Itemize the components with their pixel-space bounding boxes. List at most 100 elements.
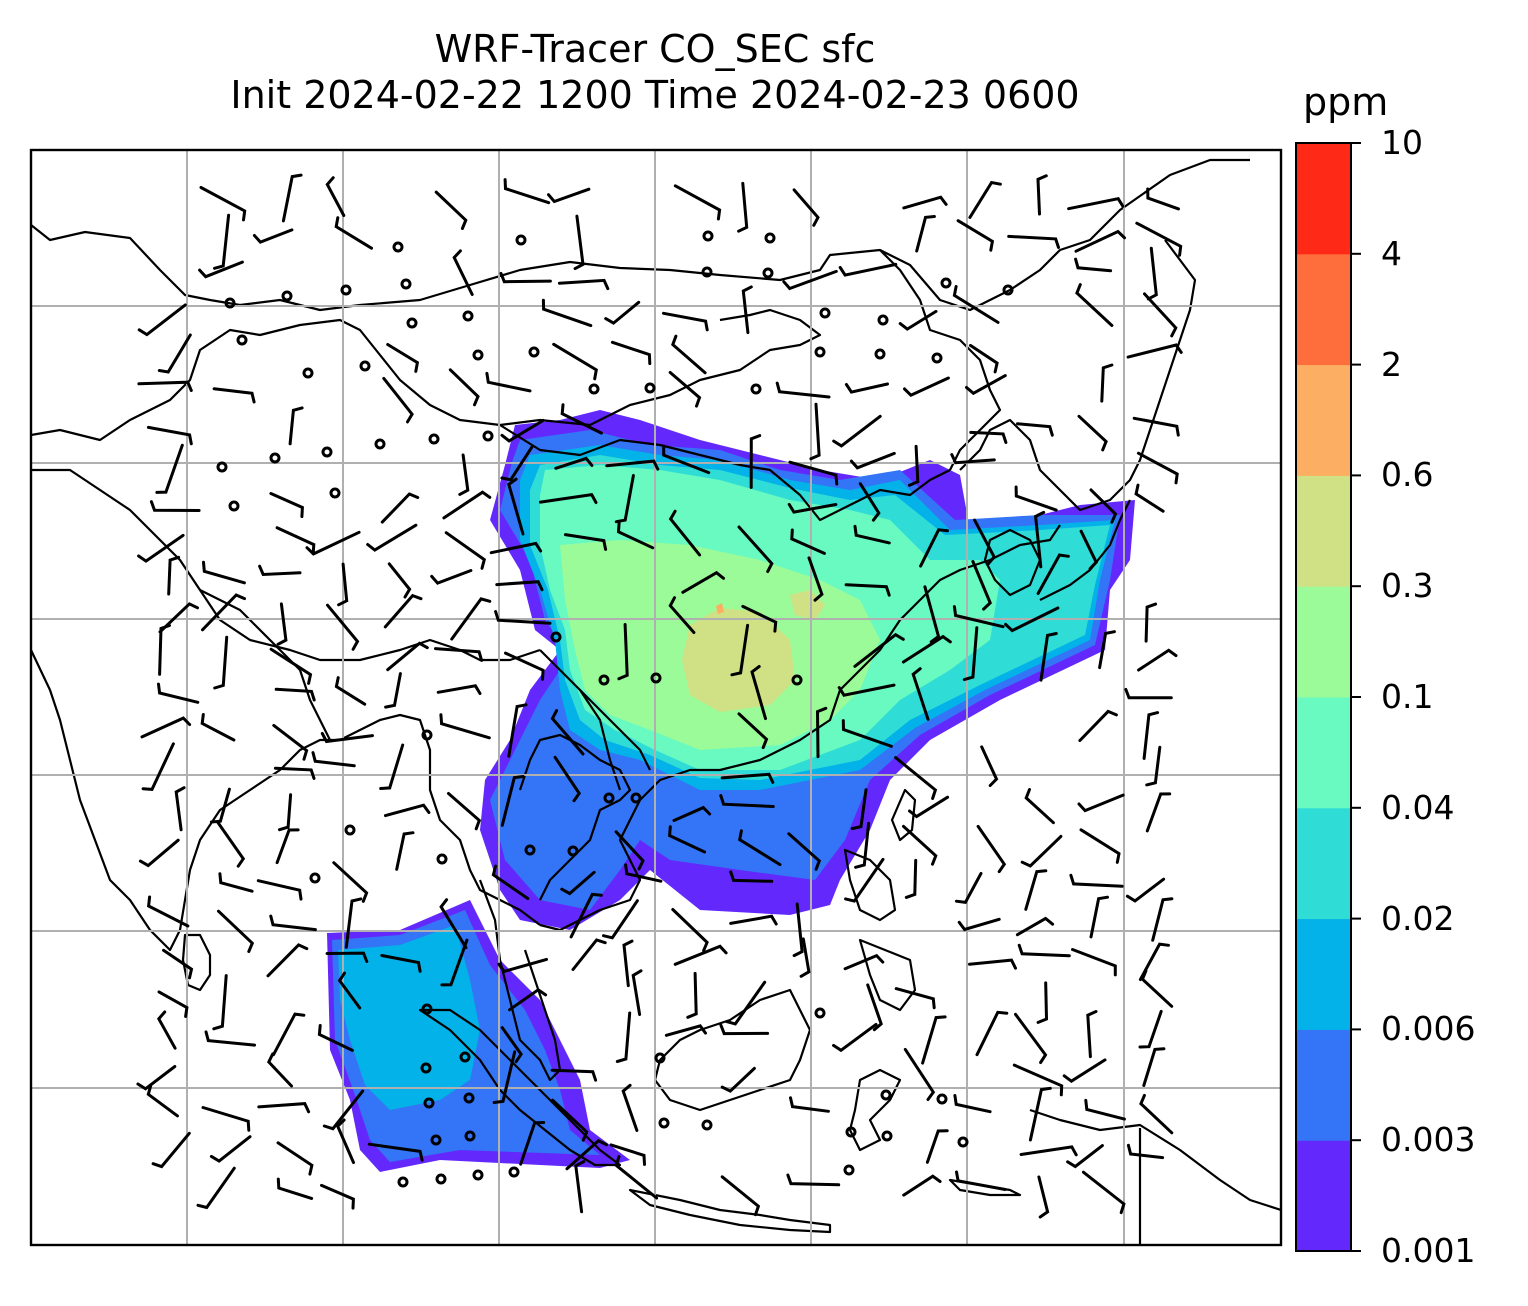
colorbar-tick-label: 0.001 xyxy=(1381,1231,1476,1270)
wind-barb xyxy=(213,635,229,690)
wind-barb xyxy=(741,604,778,633)
wind-barb xyxy=(782,269,838,291)
wind-barb xyxy=(737,181,749,233)
wind-barb xyxy=(380,954,422,973)
wind-barb xyxy=(367,1142,424,1162)
wind-barb xyxy=(272,723,309,761)
wind-barb xyxy=(792,188,820,227)
wind-barb xyxy=(807,556,824,602)
wind-barb xyxy=(621,1083,639,1132)
coast-new-guinea xyxy=(1029,1108,1281,1212)
wind-barb xyxy=(157,990,189,1018)
wind-barb xyxy=(1081,1170,1126,1215)
wind-barb xyxy=(614,830,645,871)
wind-barb xyxy=(448,368,480,407)
calm-wind-marker xyxy=(750,383,762,395)
wind-barb xyxy=(843,953,885,971)
wind-barb xyxy=(1007,234,1060,249)
gridlines xyxy=(31,150,1281,1245)
wind-barb xyxy=(317,1024,354,1052)
calm-wind-marker xyxy=(881,1130,893,1142)
wind-barb xyxy=(322,1089,365,1131)
calm-wind-marker xyxy=(791,674,803,686)
wind-barb xyxy=(204,1030,256,1047)
wind-barb xyxy=(565,1138,608,1171)
colorbar-ticks xyxy=(1351,142,1361,1252)
wind-barb xyxy=(1146,246,1158,301)
wind-barb xyxy=(202,560,246,585)
wind-barb xyxy=(269,647,313,685)
wind-barb xyxy=(1037,1175,1050,1219)
wind-barb xyxy=(273,766,316,780)
wind-barb xyxy=(738,829,782,867)
wind-barb xyxy=(671,908,709,953)
wind-barb xyxy=(156,1010,177,1050)
border-indochina xyxy=(539,649,651,771)
colorbar-segment xyxy=(1296,697,1351,809)
wind-barbs xyxy=(136,173,1183,1219)
wind-barb xyxy=(1069,873,1124,888)
calm-wind-marker xyxy=(462,310,474,322)
wind-barb xyxy=(500,1026,523,1064)
wind-barb xyxy=(151,1131,191,1169)
wind-barb xyxy=(492,1050,517,1104)
wind-barb xyxy=(631,969,643,1016)
wind-barb xyxy=(686,971,698,1019)
wind-barb xyxy=(965,374,1007,396)
wind-barb xyxy=(320,1183,355,1210)
calm-wind-marker xyxy=(957,1136,969,1148)
wind-barb xyxy=(560,403,603,435)
wind-barb xyxy=(1084,1098,1126,1121)
wind-barb xyxy=(1077,414,1108,452)
wind-barb xyxy=(1135,221,1183,257)
calm-wind-marker xyxy=(877,314,889,326)
wind-barb xyxy=(508,987,548,1012)
wind-barb xyxy=(1151,897,1174,942)
wind-barb xyxy=(384,803,431,818)
calm-wind-marker xyxy=(644,382,656,394)
colorbar-tick-label: 0.02 xyxy=(1381,898,1455,938)
wind-barb xyxy=(1125,877,1166,903)
wind-barb xyxy=(325,176,346,217)
border-china-russia-ne xyxy=(879,249,1002,471)
wind-barb xyxy=(954,871,983,905)
colorbar-segment xyxy=(1296,364,1351,476)
wind-barb xyxy=(1142,711,1160,760)
calm-wind-marker xyxy=(630,792,642,804)
wind-barb xyxy=(1075,283,1114,327)
colorbar-segment xyxy=(1296,586,1351,698)
colorbar-segment xyxy=(1296,918,1351,1030)
colorbar xyxy=(1296,143,1351,1252)
wind-barb xyxy=(507,703,528,758)
wind-barb xyxy=(447,792,482,831)
wind-barb xyxy=(1139,1093,1174,1135)
wind-barb xyxy=(952,605,1005,629)
wind-barb xyxy=(741,285,753,335)
wind-barb xyxy=(1066,1144,1104,1169)
wind-barb xyxy=(332,861,369,903)
wind-barb xyxy=(902,1174,942,1197)
wind-barb xyxy=(1004,606,1060,633)
calm-wind-marker xyxy=(1002,284,1014,296)
wind-barb xyxy=(140,716,192,739)
wind-barb xyxy=(902,195,948,210)
wind-barb xyxy=(560,870,596,896)
calm-wind-marker xyxy=(940,277,952,289)
calm-wind-marker xyxy=(701,266,713,278)
calm-wind-marker xyxy=(281,290,293,302)
wind-barb xyxy=(789,1096,830,1113)
wind-barb xyxy=(563,533,608,551)
wind-barb xyxy=(157,333,192,374)
wind-barb xyxy=(1024,869,1048,911)
wind-barb xyxy=(213,213,231,270)
wind-barb xyxy=(491,864,530,900)
wind-barb xyxy=(957,917,1001,932)
wind-barb xyxy=(609,1143,646,1166)
wind-barb xyxy=(1086,1010,1098,1059)
wind-barb xyxy=(1028,1086,1052,1142)
calm-wind-marker xyxy=(702,230,714,242)
colorbar-tick-label: 0.6 xyxy=(1381,455,1434,495)
wind-barb xyxy=(334,676,367,706)
wind-barb xyxy=(452,249,474,296)
